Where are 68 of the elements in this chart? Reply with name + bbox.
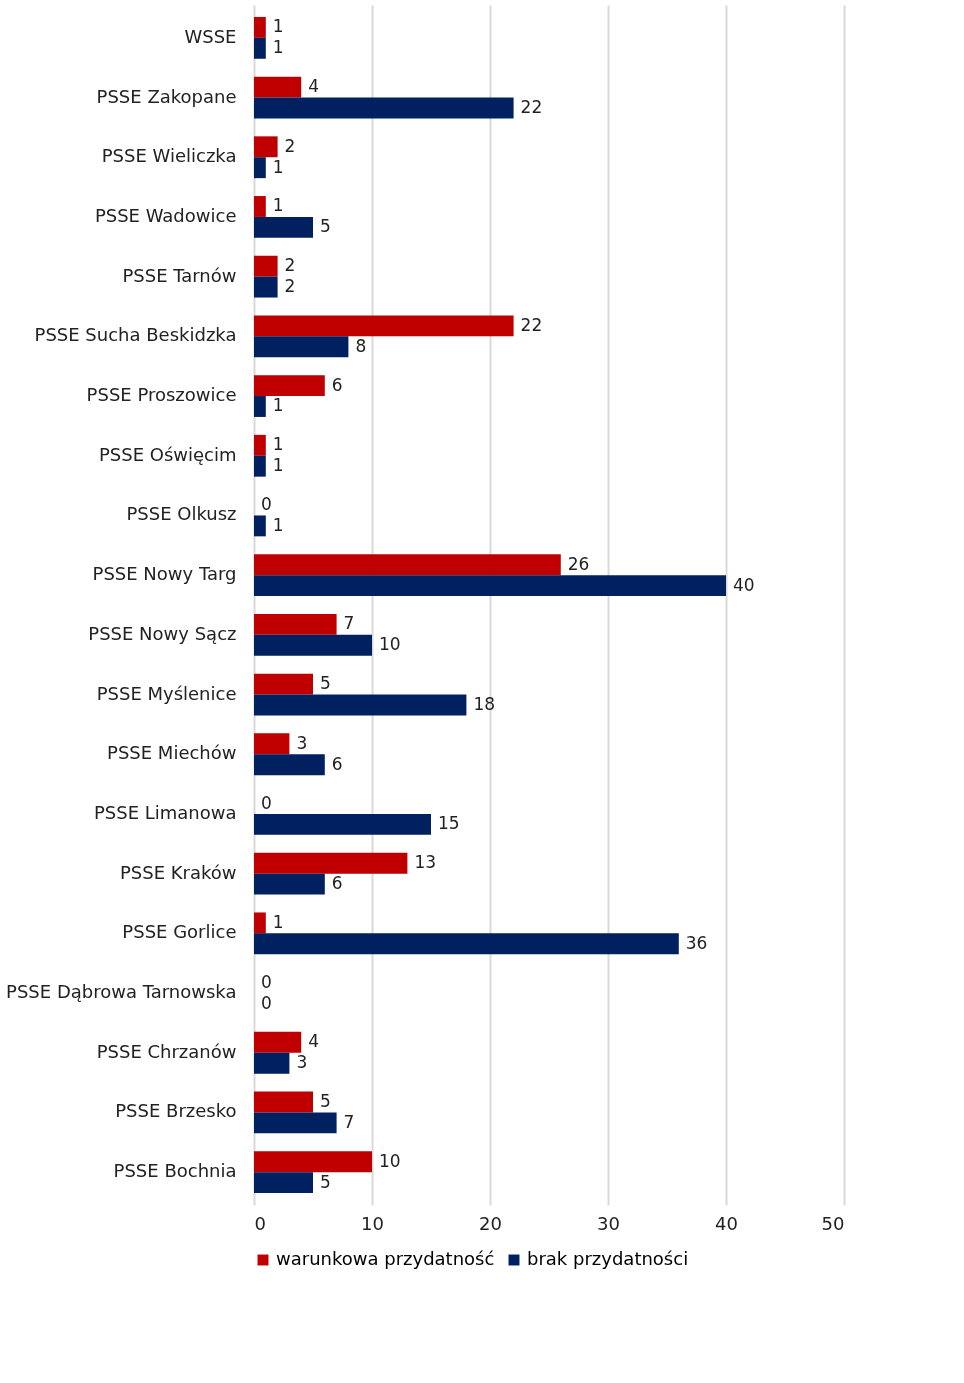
x-tick-label: 50 bbox=[821, 1212, 845, 1234]
data-label: 0 bbox=[261, 792, 272, 813]
data-label: 40 bbox=[733, 574, 755, 595]
y-tick-label: PSSE Sucha Beskidzka bbox=[34, 324, 237, 346]
y-tick-label: PSSE Brzesko bbox=[115, 1100, 237, 1122]
data-label: 4 bbox=[308, 76, 320, 97]
data-label: 5 bbox=[320, 673, 331, 694]
y-tick-label: PSSE Chrzanów bbox=[96, 1040, 237, 1062]
data-label: 6 bbox=[331, 873, 343, 894]
y-tick-label: PSSE Gorlice bbox=[122, 921, 237, 943]
y-tick-label: PSSE Proszowice bbox=[86, 384, 237, 406]
data-label: 1 bbox=[272, 156, 284, 177]
data-label: 10 bbox=[379, 634, 401, 655]
x-tick-label: 40 bbox=[715, 1212, 738, 1234]
y-tick-label: PSSE Wieliczka bbox=[101, 145, 237, 167]
y-tick-label: PSSE Oświęcim bbox=[98, 443, 237, 465]
data-label: 26 bbox=[567, 553, 590, 574]
data-label: 5 bbox=[320, 1091, 331, 1112]
data-label: 36 bbox=[685, 932, 708, 953]
x-tick-label: 20 bbox=[479, 1212, 502, 1234]
x-tick-label: 30 bbox=[597, 1212, 620, 1234]
y-tick-label: PSSE Zakopane bbox=[96, 85, 237, 107]
data-label: 5 bbox=[320, 1171, 331, 1192]
data-label: 10 bbox=[379, 1150, 401, 1171]
data-label: 1 bbox=[272, 16, 284, 37]
data-label: 6 bbox=[331, 374, 343, 395]
x-tick-label: 10 bbox=[361, 1212, 384, 1234]
data-label: 2 bbox=[284, 276, 296, 297]
data-label: 2 bbox=[284, 255, 296, 276]
data-label: 7 bbox=[343, 613, 355, 634]
data-label: 0 bbox=[261, 992, 272, 1013]
data-label: 6 bbox=[331, 753, 343, 774]
data-label: 0 bbox=[261, 971, 272, 992]
data-label: 2 bbox=[284, 135, 296, 156]
y-tick-label: PSSE Kraków bbox=[119, 861, 237, 883]
y-tick-label: PSSE Wadowice bbox=[94, 204, 237, 226]
y-tick-label: PSSE Miechów bbox=[107, 742, 237, 764]
data-label: 22 bbox=[520, 96, 543, 117]
y-tick-label: WSSE bbox=[184, 25, 237, 47]
y-tick-label: PSSE Olkusz bbox=[126, 503, 237, 525]
data-label: 0 bbox=[261, 494, 272, 514]
data-label: 8 bbox=[355, 335, 367, 356]
legend-label: brak przydatności bbox=[527, 1248, 689, 1269]
y-tick-label: PSSE Myślenice bbox=[96, 682, 237, 704]
data-label: 1 bbox=[272, 514, 284, 535]
data-label: 1 bbox=[272, 37, 284, 58]
data-label: 18 bbox=[473, 694, 496, 714]
data-label: 1 bbox=[272, 195, 284, 216]
y-tick-label: PSSE Dąbrowa Tarnowska bbox=[6, 981, 237, 1003]
data-label: 1 bbox=[272, 455, 284, 476]
y-tick-label: PSSE Tarnów bbox=[122, 264, 237, 286]
data-label: 13 bbox=[414, 852, 437, 873]
data-label: 15 bbox=[438, 813, 460, 834]
y-tick-label: PSSE Bochnia bbox=[113, 1160, 237, 1182]
legend-label: warunkowa przydatność bbox=[276, 1248, 495, 1269]
data-label: 4 bbox=[308, 1031, 320, 1052]
y-tick-label: PSSE Nowy Sącz bbox=[88, 622, 237, 644]
y-tick-label: PSSE Nowy Targ bbox=[92, 563, 237, 585]
data-label: 1 bbox=[272, 434, 284, 455]
data-label: 22 bbox=[520, 314, 543, 335]
data-label: 3 bbox=[296, 732, 308, 753]
y-tick-label: PSSE Limanowa bbox=[93, 801, 237, 823]
data-label: 7 bbox=[343, 1111, 355, 1132]
data-label: 3 bbox=[296, 1052, 308, 1073]
data-label: 5 bbox=[320, 216, 331, 237]
data-label: 1 bbox=[272, 911, 284, 932]
data-label: 1 bbox=[272, 395, 284, 416]
x-tick-label: 0 bbox=[254, 1212, 266, 1234]
